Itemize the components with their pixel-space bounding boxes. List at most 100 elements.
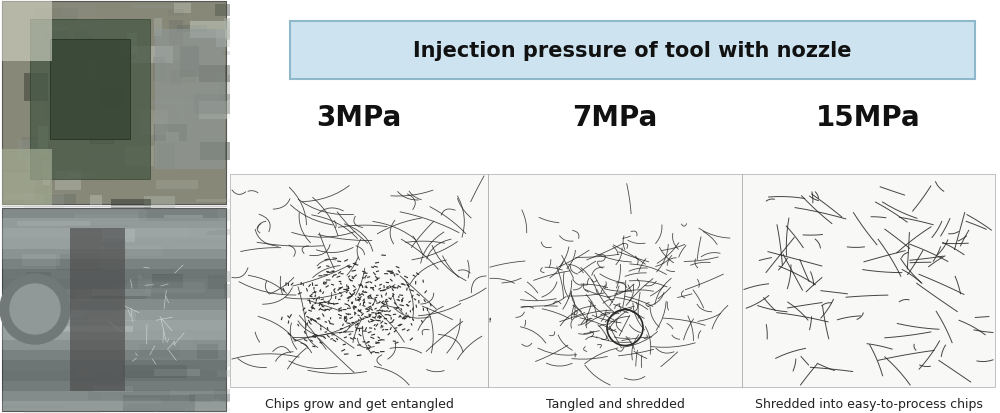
Bar <box>212 399 221 410</box>
Bar <box>125 147 154 166</box>
Bar <box>77 19 98 28</box>
Bar <box>4 171 48 195</box>
Bar <box>146 282 205 293</box>
Bar <box>2 320 226 330</box>
Bar <box>61 6 96 19</box>
Bar <box>142 275 225 280</box>
Bar <box>169 21 183 46</box>
Bar <box>92 290 151 297</box>
Bar <box>102 399 161 404</box>
Bar <box>2 401 226 411</box>
Bar <box>90 127 114 145</box>
Bar <box>166 133 179 141</box>
Bar <box>216 31 256 47</box>
Bar <box>217 370 301 377</box>
Bar <box>55 310 136 322</box>
Bar <box>217 61 232 67</box>
Bar <box>88 62 95 74</box>
Bar <box>154 125 187 142</box>
Bar <box>158 259 166 261</box>
Bar <box>99 247 162 256</box>
Bar <box>222 52 242 56</box>
Bar <box>133 6 172 9</box>
Bar <box>2 209 226 218</box>
Bar <box>114 285 148 291</box>
Bar <box>117 228 190 236</box>
Bar <box>206 19 243 48</box>
Bar <box>129 190 137 195</box>
Bar <box>134 118 165 141</box>
Bar <box>2 381 226 391</box>
Bar <box>488 175 742 387</box>
Bar <box>2 370 226 381</box>
Bar <box>127 282 172 286</box>
Bar <box>97 114 113 138</box>
Bar <box>68 174 97 177</box>
Bar <box>196 199 235 203</box>
Bar <box>76 290 124 301</box>
Bar <box>75 32 89 47</box>
Text: 15MPa: 15MPa <box>816 104 921 132</box>
Bar <box>123 365 187 378</box>
Bar <box>50 326 133 332</box>
Bar <box>2 299 226 310</box>
Bar <box>180 47 199 78</box>
Circle shape <box>10 284 60 334</box>
Bar <box>2 259 226 269</box>
Bar <box>2 150 52 206</box>
Bar <box>138 275 208 290</box>
Bar <box>43 161 50 185</box>
Text: Chips grow and get entangled: Chips grow and get entangled <box>265 397 453 410</box>
Bar <box>152 274 183 289</box>
Bar <box>4 405 64 408</box>
Bar <box>153 58 165 82</box>
Bar <box>2 209 226 411</box>
Bar <box>55 172 81 190</box>
Bar <box>154 19 162 37</box>
Bar <box>101 81 128 109</box>
Bar <box>160 60 182 86</box>
Bar <box>174 4 191 14</box>
FancyBboxPatch shape <box>290 22 975 80</box>
Bar <box>207 232 263 235</box>
Bar <box>742 175 995 387</box>
Bar <box>2 239 226 249</box>
Bar <box>2 229 226 239</box>
Bar <box>93 386 133 392</box>
Bar <box>189 394 247 402</box>
Bar <box>93 117 112 144</box>
Bar <box>50 47 63 67</box>
Bar <box>173 247 250 249</box>
Bar <box>24 74 48 102</box>
Bar <box>199 102 232 119</box>
Bar <box>209 271 247 282</box>
Bar <box>2 269 226 279</box>
Bar <box>17 222 90 226</box>
Bar <box>97 55 136 58</box>
Bar <box>33 9 78 23</box>
Bar <box>58 311 87 318</box>
Bar <box>119 365 201 369</box>
Bar <box>214 389 273 401</box>
Bar <box>230 175 488 387</box>
Bar <box>170 350 253 367</box>
Bar <box>149 341 220 349</box>
Bar <box>4 173 35 201</box>
Bar <box>157 144 175 169</box>
Text: Tangled and shredded: Tangled and shredded <box>546 397 684 410</box>
Bar <box>177 26 207 33</box>
Circle shape <box>0 274 70 344</box>
Bar <box>139 344 180 357</box>
Bar <box>2 361 226 370</box>
Bar <box>43 31 68 45</box>
Bar <box>194 95 237 115</box>
Bar <box>177 202 212 204</box>
Bar <box>102 392 120 404</box>
Bar <box>87 21 102 42</box>
Bar <box>2 391 226 401</box>
Bar <box>164 215 203 218</box>
Text: 3MPa: 3MPa <box>316 104 402 132</box>
Bar <box>26 273 51 283</box>
Bar <box>56 255 100 270</box>
Bar <box>219 76 240 101</box>
